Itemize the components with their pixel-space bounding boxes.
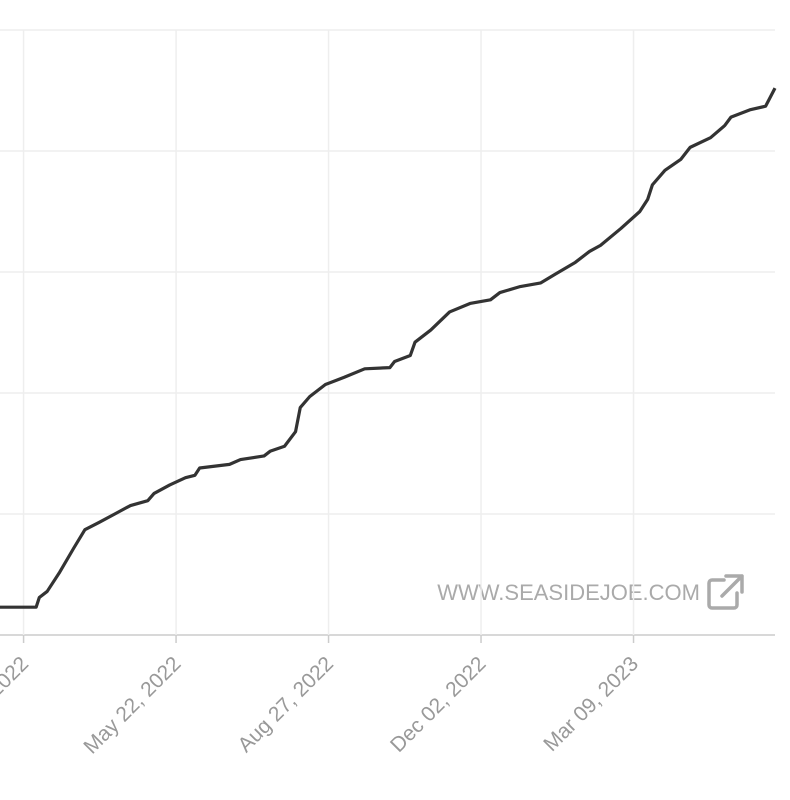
line xyxy=(0,87,777,609)
x-tick-label: May 22, 2022 xyxy=(79,652,185,758)
x-tick-label: Aug 27, 2022 xyxy=(233,652,338,757)
external-link-icon[interactable] xyxy=(707,574,744,610)
x-tick-label: Dec 02, 2022 xyxy=(386,652,491,757)
x-tick-label: Feb 14, 2022 xyxy=(0,652,33,756)
watermark[interactable]: WWW.SEASIDEJOE.COM xyxy=(437,580,700,605)
x-tick-label: Mar 09, 2023 xyxy=(539,652,643,756)
watermark-link[interactable]: WWW.SEASIDEJOE.COM xyxy=(437,574,744,610)
